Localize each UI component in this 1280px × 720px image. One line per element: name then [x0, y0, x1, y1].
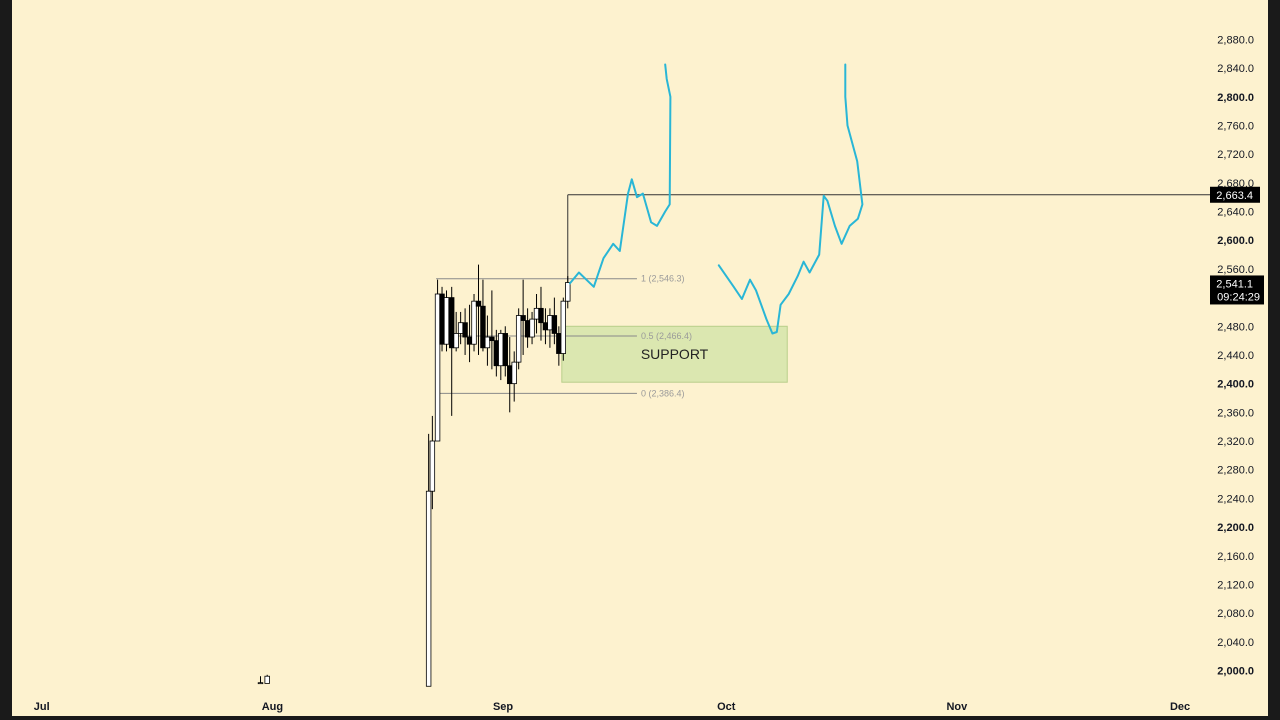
- candle-body[interactable]: [520, 315, 526, 321]
- price-axis-tick-label: 2,280.0: [1217, 465, 1254, 477]
- price-axis-tick-label: 2,640.0: [1217, 207, 1254, 219]
- candle-body[interactable]: [425, 490, 432, 687]
- candle-body[interactable]: [533, 307, 540, 320]
- candle-body[interactable]: [498, 333, 504, 367]
- candle-body[interactable]: [439, 293, 445, 345]
- price-axis-tick-label: 2,400.0: [1217, 379, 1254, 391]
- fib-level-label: 0.5 (2,466.4): [641, 331, 692, 341]
- price-axis-panel[interactable]: [1210, 0, 1268, 692]
- candle-body[interactable]: [466, 336, 473, 345]
- candle-body[interactable]: [565, 282, 571, 302]
- candle-body[interactable]: [457, 322, 464, 334]
- bar-countdown-text: 09:24:29: [1217, 291, 1260, 303]
- candle-body[interactable]: [429, 440, 436, 492]
- candle-body[interactable]: [551, 315, 558, 334]
- candle-body[interactable]: [480, 305, 486, 349]
- last-price-tag: [1210, 275, 1264, 305]
- candle-body[interactable]: [524, 320, 531, 338]
- candle-body[interactable]: [502, 333, 508, 367]
- candle-body[interactable]: [493, 340, 500, 367]
- price-axis-tick-label: 2,760.0: [1217, 120, 1254, 132]
- time-axis-tick-label: Aug: [262, 701, 283, 713]
- fib-level-label: 0 (2,386.4): [641, 388, 685, 398]
- candle-body[interactable]: [475, 300, 482, 307]
- projection-drawing-2[interactable]: [717, 63, 864, 335]
- time-axis-tick-label: Jul: [34, 701, 50, 713]
- time-axis-tick-label: Sep: [493, 701, 513, 713]
- price-axis-tick-label: 2,000.0: [1217, 665, 1254, 677]
- projection-drawing-1[interactable]: [569, 63, 672, 288]
- price-axis-tick-label: 2,880.0: [1217, 34, 1254, 46]
- price-axis-tick-label: 2,840.0: [1217, 63, 1254, 75]
- time-axis-tick-label: Nov: [946, 701, 968, 713]
- price-axis-tick-label: 2,160.0: [1217, 551, 1254, 563]
- price-axis-tick-label: 2,600.0: [1217, 235, 1254, 247]
- fib-level-label: 1 (2,546.3): [641, 274, 685, 284]
- candle-body[interactable]: [264, 675, 270, 684]
- last-price-text: 2,541.1: [1216, 278, 1253, 290]
- price-axis-tick-label: 2,240.0: [1217, 493, 1254, 505]
- candle-body[interactable]: [471, 300, 477, 345]
- candle-body[interactable]: [462, 322, 468, 338]
- candle-body[interactable]: [542, 322, 549, 331]
- price-axis-tick-label: 2,560.0: [1217, 264, 1254, 276]
- candle-body[interactable]: [511, 361, 517, 385]
- resistance-price-text: 2,663.4: [1216, 190, 1253, 202]
- candle-body[interactable]: [507, 365, 513, 385]
- price-axis-tick-label: 2,080.0: [1217, 608, 1254, 620]
- candle-body[interactable]: [515, 315, 522, 363]
- candle-body[interactable]: [434, 293, 441, 442]
- candle-body[interactable]: [547, 315, 553, 331]
- candle-body[interactable]: [529, 318, 535, 338]
- price-axis-tick-label: 2,800.0: [1217, 92, 1254, 104]
- price-axis-tick-label: 2,200.0: [1217, 522, 1254, 534]
- support-zone-label: SUPPORT: [641, 346, 709, 362]
- candle-body[interactable]: [443, 297, 450, 345]
- candle-body[interactable]: [489, 336, 495, 342]
- candle-body[interactable]: [453, 333, 459, 349]
- price-axis-tick-label: 2,720.0: [1217, 149, 1254, 161]
- candle-body[interactable]: [484, 336, 491, 349]
- time-axis-tick-label: Oct: [717, 701, 736, 713]
- price-axis-tick-label: 2,120.0: [1217, 579, 1254, 591]
- time-axis-tick-label: Dec: [1170, 701, 1190, 713]
- price-axis-tick-label: 2,480.0: [1217, 321, 1254, 333]
- price-axis-tick-label: 2,320.0: [1217, 436, 1254, 448]
- time-axis-panel[interactable]: [12, 692, 1268, 716]
- candle-body[interactable]: [556, 333, 562, 354]
- candle-body[interactable]: [449, 297, 455, 349]
- candle-body[interactable]: [560, 300, 567, 354]
- candle-body[interactable]: [538, 307, 544, 324]
- candle-body[interactable]: [257, 682, 264, 685]
- price-axis-tick-label: 2,440.0: [1217, 350, 1254, 362]
- price-axis-tick-label: 2,360.0: [1217, 407, 1254, 419]
- resistance-price-tag: [1210, 186, 1260, 203]
- price-axis-tick-label: 2,040.0: [1217, 637, 1254, 649]
